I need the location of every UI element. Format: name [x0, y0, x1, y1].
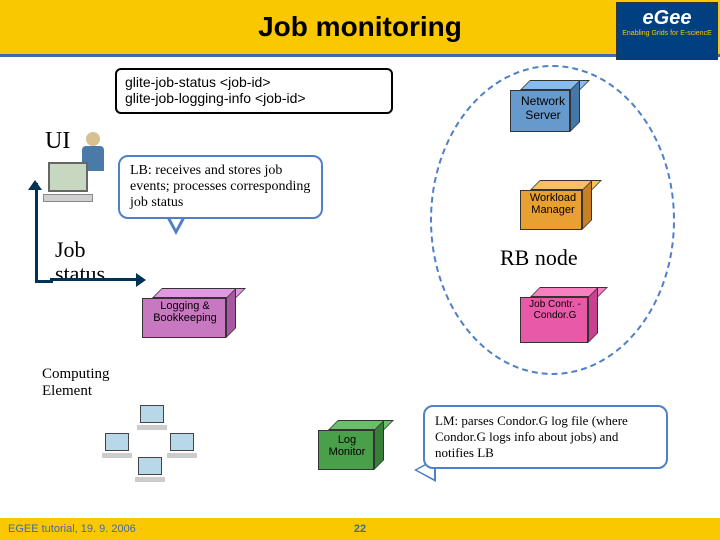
page-number: 22	[354, 523, 366, 535]
lm-callout: LM: parses Condor.G log file (where Cond…	[423, 405, 668, 469]
logging-bookkeeping-node: Logging & Bookkeeping	[142, 288, 226, 328]
egee-logo: eGee Enabling Grids for E-sciencE	[616, 2, 718, 60]
footer-left: EGEE tutorial, 19. 9. 2006	[8, 523, 136, 535]
cmd-line-1: glite-job-status <job-id>	[125, 74, 383, 90]
logo-main: eGee	[621, 7, 713, 30]
status-arrow-head-r	[136, 273, 146, 287]
status-arrow-h	[50, 278, 138, 281]
page-title: Job monitoring	[258, 11, 462, 43]
computing-element-label: ComputingElement	[42, 366, 110, 400]
status-arrow-v	[35, 183, 53, 283]
footer-bar: EGEE tutorial, 19. 9. 2006 22	[0, 518, 720, 540]
log-monitor-node: Log Monitor	[318, 420, 374, 460]
lb-callout: LB: receives and stores job events; proc…	[118, 155, 323, 219]
logo-sub: Enabling Grids for E-sciencE	[621, 30, 713, 38]
rb-ellipse	[430, 65, 675, 375]
header-bar: Job monitoring	[0, 0, 720, 54]
cmd-line-2: glite-job-logging-info <job-id>	[125, 90, 383, 106]
ce-cluster-icon	[85, 405, 215, 485]
command-box: glite-job-status <job-id> glite-job-logg…	[115, 68, 393, 114]
